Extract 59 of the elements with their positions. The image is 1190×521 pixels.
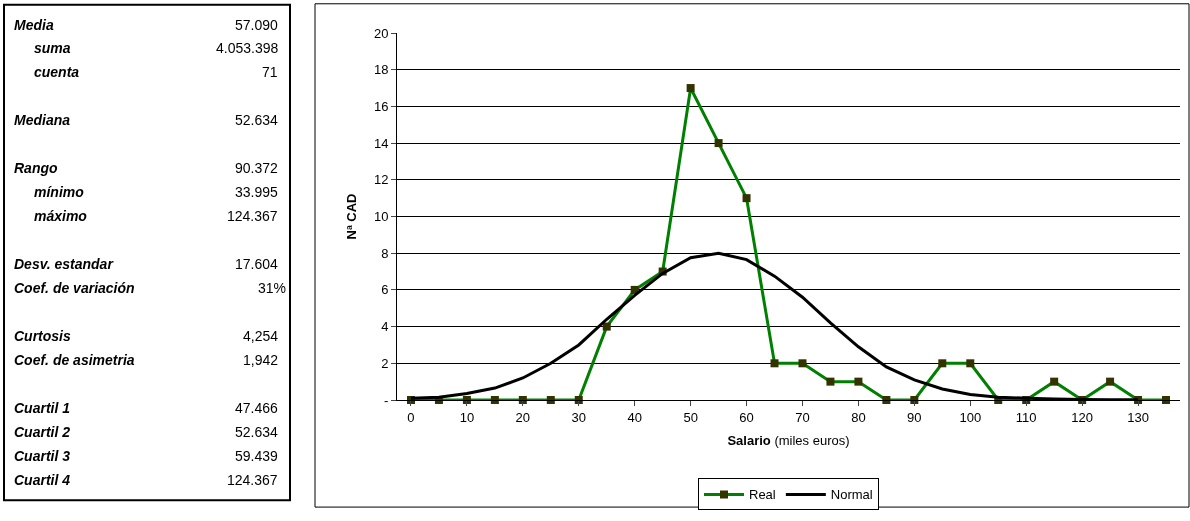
text: Cuartil 4	[14, 472, 71, 488]
x-tick-label: 70	[795, 409, 810, 425]
text: Curtosis	[14, 328, 71, 344]
y-tick-label: 20	[373, 25, 389, 41]
x-tick-label: 120	[1071, 409, 1093, 425]
text: 71	[262, 64, 278, 80]
y-tick-label: 16	[373, 98, 389, 114]
text: 4,254	[243, 328, 279, 344]
text: 31%	[258, 280, 287, 296]
x-tick-label: 50	[683, 409, 698, 425]
text: 124.367	[227, 208, 278, 224]
y-tick-label: 14	[373, 135, 389, 151]
text: 17.604	[235, 256, 279, 272]
text: 33.995	[235, 184, 279, 200]
text: Mediana	[14, 112, 71, 128]
text: 47.466	[235, 400, 279, 416]
text: Cuartil 3	[14, 448, 71, 464]
text: mínimo	[34, 184, 85, 200]
y-tick-label: 8	[381, 245, 389, 261]
y-tick-label: 2	[381, 355, 389, 371]
y-axis-title: Nª CAD	[343, 193, 359, 240]
x-tick-label: 30	[571, 409, 586, 425]
legend-label: Normal	[830, 487, 873, 503]
x-tick-label: 60	[739, 409, 754, 425]
y-tick-label: -	[384, 392, 389, 408]
x-tick-label: 0	[407, 409, 415, 425]
text: Cuartil 2	[14, 424, 71, 440]
x-tick-label: 100	[959, 409, 982, 425]
text: 52.634	[235, 424, 279, 440]
text: 52.634	[235, 112, 279, 128]
text: 4.053.398	[216, 40, 279, 56]
text: cuenta	[34, 64, 80, 80]
text: 59.439	[235, 448, 279, 464]
x-tick-label: 40	[627, 409, 642, 425]
x-tick-label: 90	[907, 409, 922, 425]
x-tick-label: 20	[515, 409, 531, 425]
text: 124.367	[227, 472, 278, 488]
text: Desv. estandar	[14, 256, 115, 272]
y-tick-label: 6	[381, 282, 389, 298]
text: suma	[34, 40, 71, 56]
legend-label: Real	[749, 487, 776, 503]
x-tick-label: 110	[1015, 409, 1037, 425]
y-tick-label: 4	[381, 319, 389, 335]
text: Cuartil 1	[14, 400, 71, 416]
text: Rango	[14, 160, 58, 176]
y-tick-label: 10	[373, 209, 389, 225]
text: Media	[14, 17, 54, 33]
text: Coef. de asimetria	[14, 352, 135, 368]
x-tick-label: 130	[1127, 409, 1149, 425]
text: 1,942	[243, 352, 279, 368]
x-axis-title: Salario (miles euros)	[727, 433, 850, 449]
text: máximo	[34, 208, 88, 224]
text: 57.090	[235, 17, 279, 33]
y-tick-label: 12	[373, 172, 389, 188]
y-tick-label: 18	[373, 62, 389, 78]
text: Coef. de variación	[14, 280, 135, 296]
x-tick-label: 80	[851, 409, 866, 425]
text: 90.372	[235, 160, 279, 176]
x-tick-label: 10	[459, 409, 475, 425]
